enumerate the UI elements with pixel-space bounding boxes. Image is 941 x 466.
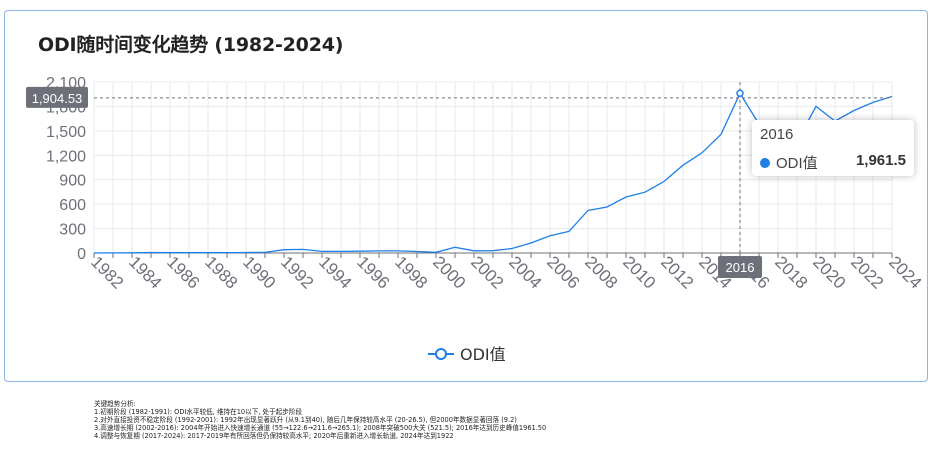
x-tick-label: 1992 — [277, 252, 317, 292]
x-tick-label: 1986 — [163, 252, 203, 292]
chart-title: ODI随时间变化趋势 (1982-2024) — [38, 34, 344, 56]
x-tick-label: 1990 — [239, 252, 279, 292]
chart-card — [4, 10, 928, 382]
x-pointer-badge — [718, 256, 762, 278]
tooltip-year: 2016 — [760, 126, 794, 143]
y-tick-label: 0 — [77, 246, 86, 263]
notes-line: 2.对外直接投资不稳定阶段 (1992-2001): 1992年出现显著跃升 (… — [94, 416, 517, 425]
x-tick-label: 2022 — [847, 252, 887, 292]
tooltip-series-dot — [760, 158, 770, 168]
y-tick-label: 1,500 — [46, 124, 86, 141]
x-tick-label: 2020 — [809, 252, 849, 292]
x-tick-label: 2002 — [467, 252, 507, 292]
y-pointer-label: 1,904.53 — [32, 91, 83, 106]
notes-line: 3.高速增长期 (2002-2016): 2004年开始进入快速增长通道 (55… — [94, 424, 547, 433]
x-tick-label: 1982 — [87, 252, 127, 292]
x-tick-label: 1996 — [353, 252, 393, 292]
y-tick-label: 900 — [59, 173, 86, 190]
x-tick-label: 2024 — [885, 252, 925, 292]
notes-line: 1.初期阶段 (1982-1991): ODI水平较低, 维持在10以下, 处于… — [94, 408, 303, 417]
x-tick-label: 2004 — [505, 252, 545, 292]
x-tick-label: 1994 — [315, 252, 355, 292]
x-tick-label: 2010 — [619, 252, 659, 292]
x-tick-label: 2012 — [657, 252, 697, 292]
x-tick-label: 1984 — [125, 252, 165, 292]
x-tick-label: 2006 — [543, 252, 583, 292]
y-tick-label: 600 — [59, 197, 86, 214]
legend-item-odi[interactable]: ODI值 — [460, 345, 506, 364]
data-point-highlighted[interactable] — [736, 89, 744, 98]
legend-marker-icon — [435, 348, 447, 360]
y-pointer-badge — [26, 86, 88, 108]
y-tick-label: 1,200 — [46, 148, 86, 165]
tooltip: 2016 ODI值 1,961.5 — [752, 120, 914, 176]
tooltip-series-name: ODI值 — [776, 155, 818, 172]
x-tick-label: 1998 — [391, 252, 431, 292]
y-tick-label: 300 — [59, 222, 86, 239]
notes-heading: 关键趋势分析: — [94, 400, 136, 408]
x-tick-label: 2008 — [581, 252, 621, 292]
x-tick-label: 2018 — [771, 252, 811, 292]
x-pointer-label: 2016 — [726, 260, 755, 275]
notes-line: 4.调整与恢复期 (2017-2024): 2017-2019年有所回落但仍保持… — [94, 432, 454, 441]
tooltip-value: 1,961.5 — [855, 152, 906, 169]
notes-panel: 关键趋势分析: 1.初期阶段 (1982-1991): ODI水平较低, 维持在… — [94, 400, 546, 440]
x-tick-label: 1988 — [201, 252, 241, 292]
x-tick-label: 2000 — [429, 252, 469, 292]
